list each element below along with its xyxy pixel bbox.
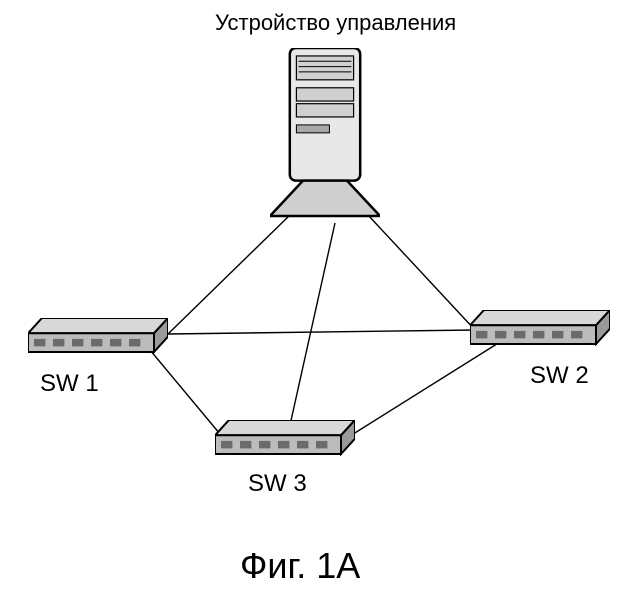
sw1-label: SW 1 [40,370,99,398]
figure-caption: Фиг. 1А [240,545,360,587]
switch-sw3 [215,420,355,461]
controller-title: Устройство управления [215,10,456,36]
server-controller [270,48,380,223]
sw3-label: SW 3 [248,470,307,498]
switch-sw2 [470,310,610,351]
sw2-label: SW 2 [530,362,589,390]
diagram-stage: Устройство управления [0,0,640,615]
switch-sw1 [28,318,168,359]
